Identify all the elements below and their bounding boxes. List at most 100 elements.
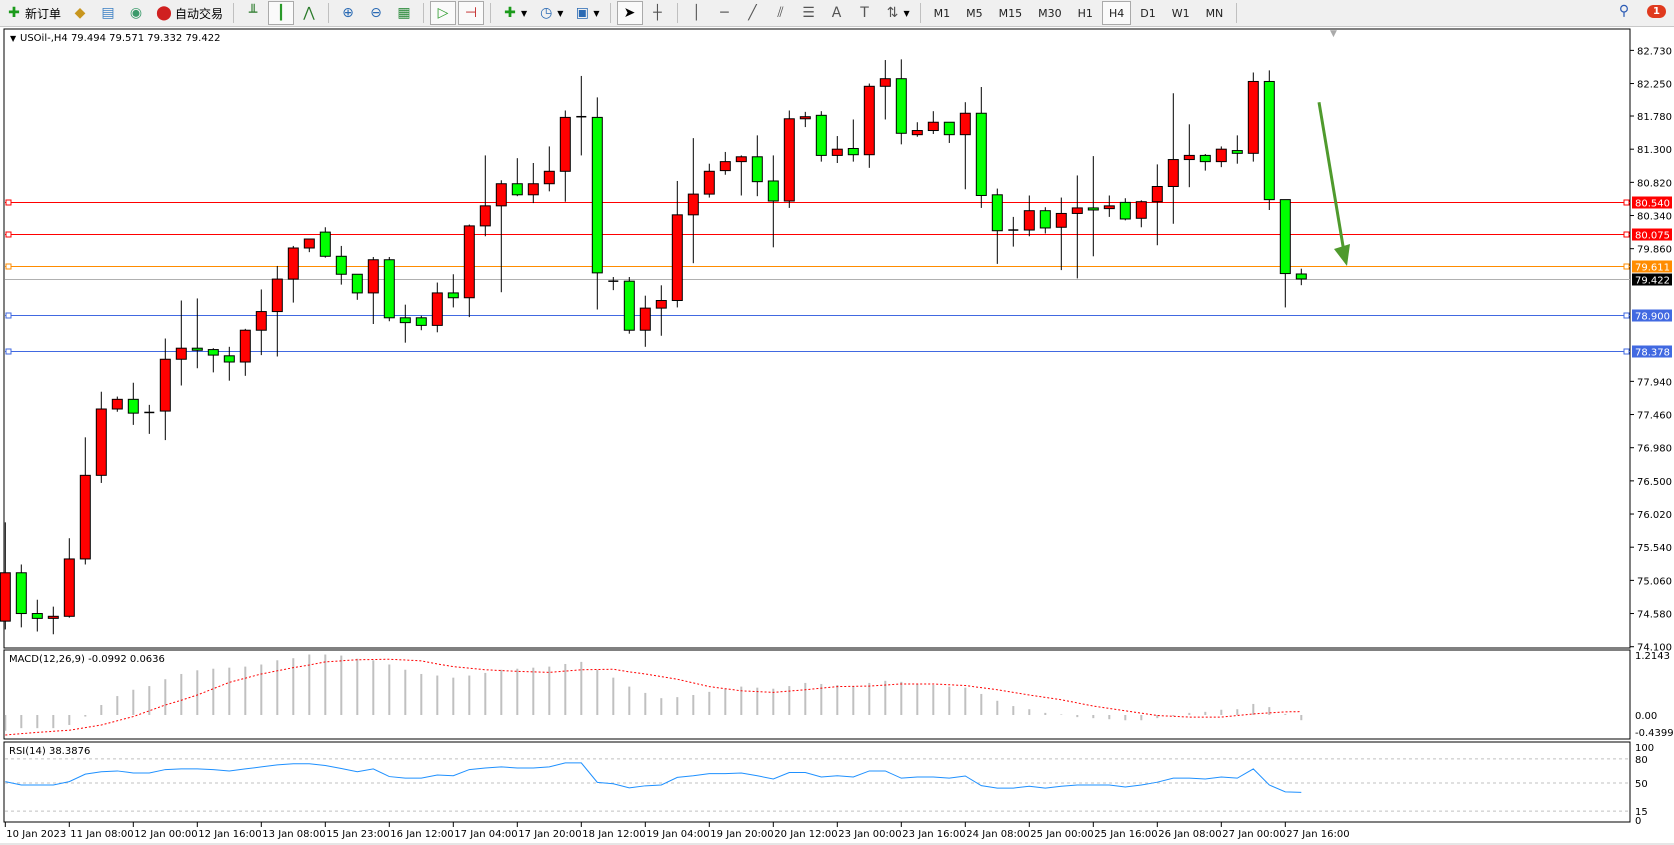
- auto-trading-button[interactable]: ⬤ 自动交易: [156, 5, 224, 21]
- timeframe-h1-button[interactable]: H1: [1077, 6, 1093, 20]
- timeframe-m5-button[interactable]: M5: [966, 6, 983, 20]
- cursor-tool-button[interactable]: ➤: [616, 1, 643, 25]
- text-label-button[interactable]: T: [852, 1, 878, 25]
- candle: [367, 256, 379, 325]
- equidistant-channel-button[interactable]: ⫽: [768, 1, 794, 25]
- candle-body: [415, 317, 427, 326]
- macd-tick-label: -0.4399: [1635, 728, 1674, 739]
- candle-body: [943, 121, 955, 136]
- tile-windows-icon: ▦: [397, 5, 411, 21]
- candle-body: [927, 121, 939, 132]
- tile-windows-button[interactable]: ▦: [391, 1, 417, 25]
- zoom-in-button[interactable]: ⊕: [335, 1, 361, 25]
- timeframe-m15-button[interactable]: M15: [998, 6, 1023, 20]
- candle: [1087, 156, 1099, 257]
- fibonacci-button[interactable]: ☰: [796, 1, 822, 25]
- current-price-price-box: [1632, 273, 1672, 286]
- candlestick-chart-button[interactable]: ┃: [268, 1, 295, 25]
- candle: [767, 155, 779, 248]
- horizontal-level-price-box: [1632, 196, 1672, 209]
- candle-body: [175, 347, 187, 360]
- candle-body: [1119, 201, 1131, 220]
- candle-body: [1199, 154, 1211, 163]
- signal-icon: ◉: [129, 5, 143, 21]
- chart-shift-button[interactable]: ⊣: [458, 1, 485, 25]
- timeframe-m1-button[interactable]: M1: [933, 6, 951, 20]
- candle: [1151, 164, 1163, 246]
- vertical-line-button[interactable]: │: [684, 1, 710, 25]
- candle: [399, 304, 411, 343]
- candle-body: [1215, 148, 1227, 163]
- candle: [943, 121, 955, 143]
- time-label: 13 Jan 08:00: [262, 829, 325, 840]
- candle: [847, 119, 859, 162]
- horizontal-level-handle: [5, 231, 12, 238]
- annotation-arrow-head-icon: [1334, 243, 1350, 266]
- horizontal-level-price-box: [1632, 309, 1672, 322]
- auto-trading-stop-icon: ⬤: [156, 5, 172, 21]
- candle-body: [239, 329, 251, 363]
- top-right-tools: ⚲ 1: [1615, 2, 1666, 20]
- periods-button[interactable]: ◷ ▼: [533, 1, 567, 25]
- candle-body: [287, 247, 299, 280]
- time-label: 12 Jan 16:00: [198, 829, 261, 840]
- candle-body: [895, 78, 907, 134]
- timeframe-group: M1 M5 M15 M30 H1 H4 D1 W1 MN: [926, 1, 1232, 25]
- auto-scroll-button[interactable]: ▷: [430, 1, 457, 25]
- horizontal-level-price-box: [1632, 260, 1672, 273]
- signals-button[interactable]: ◉: [123, 1, 149, 25]
- candle: [479, 155, 491, 237]
- toolbar-separator: [233, 3, 235, 23]
- time-label: 23 Jan 16:00: [902, 829, 965, 840]
- candle-body: [207, 349, 219, 356]
- horizontal-level-handle: [1623, 348, 1630, 355]
- price-tick-label: 75.540: [1637, 543, 1672, 554]
- chart-shift-icon: ⊣: [464, 5, 478, 21]
- candle: [144, 404, 155, 434]
- horizontal-level-price-label: 80.540: [1635, 199, 1670, 210]
- candle-body: [767, 180, 779, 202]
- candle: [1023, 195, 1035, 237]
- new-order-button[interactable]: ✚ 新订单: [1, 1, 65, 25]
- horizontal-level-price-label: 79.611: [1635, 263, 1670, 274]
- candle: [127, 382, 139, 425]
- timeframe-m30-button[interactable]: M30: [1038, 6, 1062, 20]
- candle-body: [639, 307, 651, 331]
- zoom-out-button[interactable]: ⊖: [363, 1, 389, 25]
- time-label: 18 Jan 12:00: [582, 829, 645, 840]
- horizontal-line-button[interactable]: ─: [712, 1, 738, 25]
- candle-body: [255, 311, 267, 331]
- candle: [975, 86, 987, 208]
- macd-tick-label: 1.2143: [1635, 651, 1670, 662]
- line-chart-button[interactable]: ⋀: [296, 1, 322, 25]
- candle: [1279, 199, 1291, 308]
- horizontal-level-handle: [1623, 312, 1630, 319]
- text-tool-button[interactable]: A: [824, 1, 850, 25]
- history-button[interactable]: ▤: [95, 1, 121, 25]
- arrows-button[interactable]: ⇅ ▼: [880, 1, 914, 25]
- notification-badge[interactable]: 1: [1647, 4, 1666, 18]
- price-tick-label: 80.340: [1637, 212, 1672, 223]
- candle-body: [591, 116, 603, 274]
- trendline-button[interactable]: ╱: [740, 1, 766, 25]
- timeframe-w1-button[interactable]: W1: [1171, 6, 1190, 20]
- search-icon[interactable]: ⚲: [1618, 3, 1630, 19]
- database-icon: ▤: [101, 5, 115, 21]
- candle-body: [911, 130, 923, 136]
- candle: [863, 83, 875, 168]
- indicators-button[interactable]: ✚ ▼: [497, 1, 531, 25]
- timeframe-d1-button[interactable]: D1: [1140, 6, 1156, 20]
- market-watch-button[interactable]: ◆: [67, 1, 93, 25]
- toolbar-separator: [423, 3, 425, 23]
- candle: [239, 328, 251, 376]
- bar-chart-button[interactable]: ╨: [240, 1, 266, 25]
- timeframe-mn-button[interactable]: MN: [1205, 6, 1224, 20]
- candle: [1119, 198, 1131, 221]
- candle: [95, 391, 107, 483]
- horizontal-line-icon: ─: [720, 5, 729, 21]
- crosshair-tool-button[interactable]: ┼: [645, 1, 671, 25]
- candle-body: [1295, 273, 1307, 280]
- timeframe-h4-button[interactable]: H4: [1101, 1, 1132, 25]
- templates-button[interactable]: ▣ ▼: [569, 1, 603, 25]
